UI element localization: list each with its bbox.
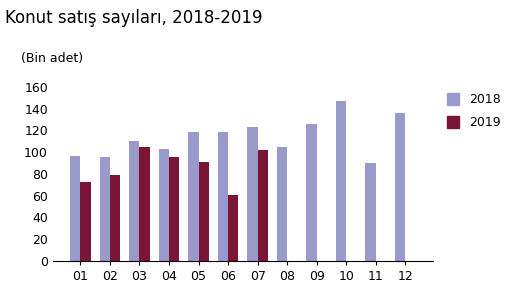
Bar [218, 132, 228, 261]
Bar [70, 155, 80, 261]
Bar [336, 101, 346, 261]
Bar [365, 163, 376, 261]
Bar [129, 142, 139, 261]
Bar [159, 149, 169, 261]
Bar [247, 127, 258, 261]
Bar [228, 195, 239, 261]
Bar [100, 157, 110, 261]
Bar [199, 162, 209, 261]
Bar [169, 157, 180, 261]
Bar [258, 150, 268, 261]
Bar [395, 113, 406, 261]
Bar [188, 132, 199, 261]
Bar [306, 124, 317, 261]
Text: (Bin adet): (Bin adet) [21, 52, 83, 65]
Legend: 2018, 2019: 2018, 2019 [447, 93, 501, 129]
Bar [277, 147, 287, 261]
Bar [80, 182, 91, 261]
Bar [139, 147, 150, 261]
Bar [110, 175, 120, 261]
Text: Konut satış sayıları, 2018-2019: Konut satış sayıları, 2018-2019 [5, 9, 263, 27]
